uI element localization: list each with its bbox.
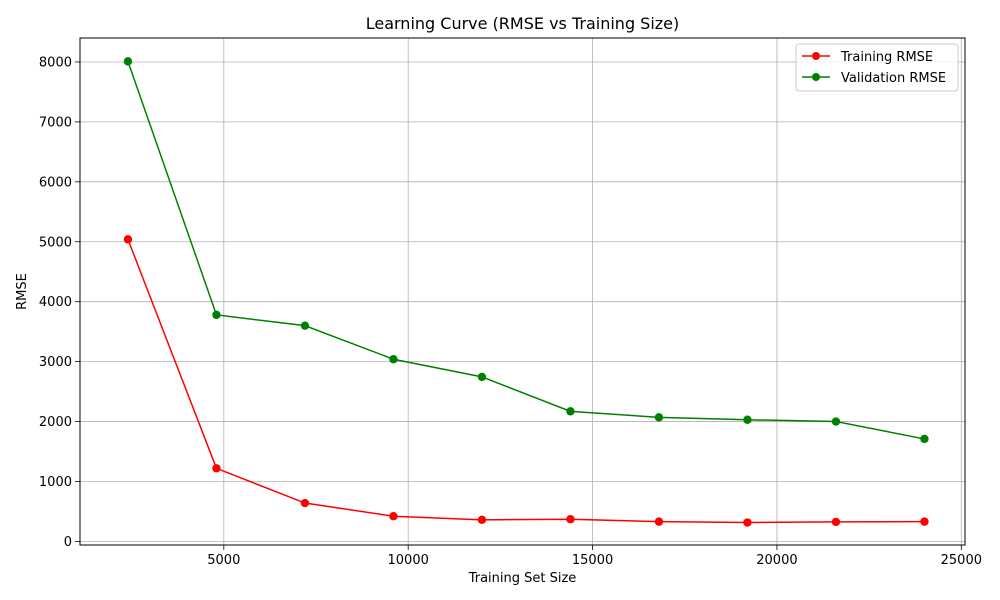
x-tick-label: 10000 [388, 553, 429, 568]
tick-layer: 5000 10000 15000 20000 25000 0 1000 2000 3000 400… [39, 55, 982, 568]
y-axis-label: RMSE [15, 273, 30, 310]
legend-label-validation: Validation RMSE [841, 71, 946, 86]
grid-layer [80, 38, 965, 545]
data-point-training-rmse [920, 517, 929, 526]
y-tick-label: 5000 [39, 235, 72, 250]
data-point-training-rmse [300, 498, 310, 508]
data-point-validation-rmse [654, 413, 664, 422]
data-point-validation-rmse [212, 310, 221, 320]
data-point-validation-rmse [831, 417, 841, 426]
x-axis-label: Training Set Size [468, 571, 577, 586]
x-tick-label: 15000 [572, 553, 613, 568]
chart-title: Learning Curve (RMSE vs Training Size) [366, 14, 680, 33]
series-layer [123, 57, 929, 527]
series-line-training-rmse [127, 239, 925, 524]
y-tick-label: 2000 [39, 415, 72, 430]
data-point-training-rmse [212, 464, 221, 473]
y-tick-label: 3000 [39, 355, 72, 370]
y-tick-label: 8000 [39, 55, 72, 70]
data-point-training-rmse [477, 515, 487, 525]
legend-box [795, 43, 959, 92]
y-tick-label: 7000 [39, 115, 72, 130]
data-point-training-rmse [389, 512, 398, 521]
data-point-training-rmse [123, 235, 133, 244]
data-point-validation-rmse [300, 321, 310, 330]
legend-label-training: Training RMSE [840, 50, 933, 65]
data-point-validation-rmse [477, 372, 487, 382]
data-point-validation-rmse [566, 407, 575, 416]
y-tick-label: 1000 [39, 475, 72, 490]
data-point-validation-rmse [123, 57, 133, 66]
y-tick-label: 6000 [39, 175, 72, 190]
y-tick-label: 4000 [39, 295, 72, 310]
x-tick-label: 5000 [207, 553, 240, 568]
legend-marker-training [812, 52, 820, 60]
data-point-validation-rmse [743, 415, 752, 424]
data-point-training-rmse [566, 515, 575, 524]
plot-frame [79, 37, 966, 546]
data-point-validation-rmse [920, 434, 929, 444]
data-point-validation-rmse [389, 355, 398, 364]
legend: Training RMSE Validation RMSE [795, 43, 959, 92]
legend-marker-validation [812, 73, 820, 81]
data-point-training-rmse [654, 517, 664, 526]
x-tick-label: 20000 [756, 553, 797, 568]
data-point-training-rmse [831, 517, 841, 527]
data-point-training-rmse [743, 518, 752, 527]
x-tick-label: 25000 [941, 553, 982, 568]
series-line-validation-rmse [127, 61, 925, 440]
y-tick-label: 0 [64, 535, 72, 550]
